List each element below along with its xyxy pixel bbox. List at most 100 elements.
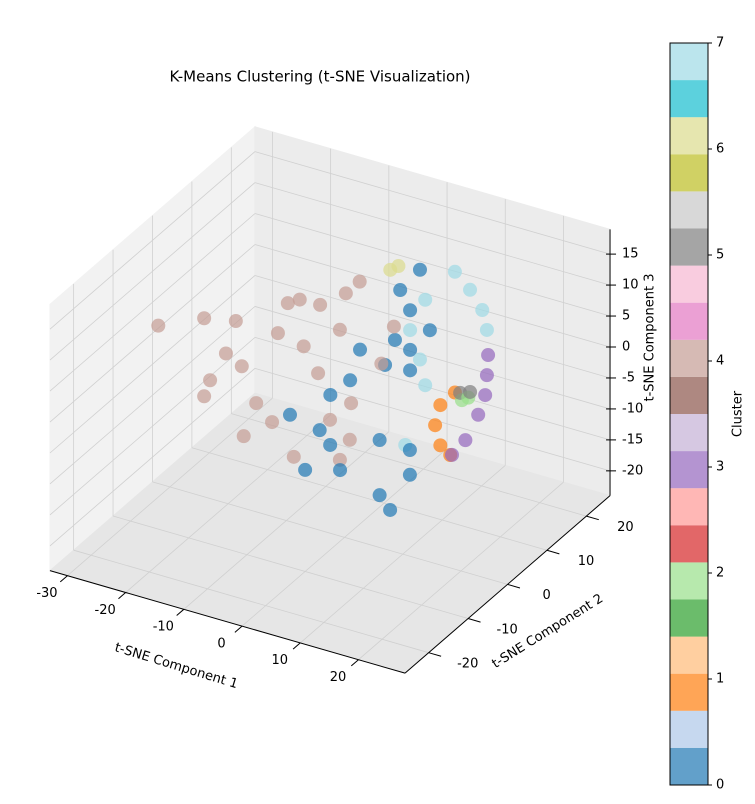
point	[403, 363, 418, 378]
colorbar-tick-label: 7	[716, 36, 724, 51]
point	[236, 429, 251, 444]
colorbar-tick-label: 4	[716, 354, 724, 369]
colorbar-label: Cluster	[731, 390, 746, 437]
point	[458, 433, 473, 448]
y-tick-label: 10	[578, 554, 595, 569]
grid-line	[49, 182, 256, 361]
grid-line	[254, 337, 611, 441]
point	[478, 388, 493, 403]
point	[374, 356, 389, 371]
point	[403, 342, 418, 357]
colorbar-band	[670, 228, 708, 266]
point	[311, 366, 326, 381]
z-tick-label: 5	[622, 309, 630, 324]
grid-line	[49, 275, 256, 454]
grid-line	[49, 306, 256, 485]
colorbar-band	[670, 599, 708, 637]
point	[338, 286, 353, 301]
tick-mark	[176, 608, 185, 616]
point	[218, 346, 233, 361]
grid-line	[231, 413, 587, 517]
point	[383, 502, 398, 517]
point	[372, 433, 387, 448]
tick-mark	[428, 652, 442, 657]
point	[403, 303, 418, 318]
point	[332, 322, 347, 337]
colorbar-band	[670, 488, 708, 526]
x-tick-label: -20	[95, 603, 116, 618]
point	[286, 449, 301, 464]
grid-line	[112, 515, 469, 619]
x-tick-label: 0	[217, 636, 225, 651]
tick-mark	[507, 583, 521, 589]
point	[203, 373, 218, 388]
point	[481, 348, 496, 363]
point	[403, 323, 418, 338]
grid-line	[49, 151, 256, 330]
point	[402, 443, 417, 458]
colorbar-band	[670, 154, 708, 192]
y-tick-label: -20	[457, 656, 478, 671]
point	[280, 296, 295, 311]
point	[344, 396, 359, 411]
point	[197, 389, 212, 404]
point	[391, 259, 406, 274]
point	[422, 323, 437, 338]
grid-line	[49, 368, 256, 547]
y-tick-label: 0	[542, 588, 550, 603]
grid-line	[49, 213, 256, 392]
point	[342, 432, 357, 447]
grid-line	[254, 306, 611, 410]
grid-line	[254, 244, 611, 348]
point	[313, 297, 328, 312]
point	[296, 339, 311, 354]
x-tick-label: 10	[271, 653, 288, 668]
z-tick-label: 10	[622, 278, 639, 293]
colorbar-tick-label: 3	[716, 460, 724, 475]
point	[412, 262, 427, 277]
grid-line	[254, 182, 611, 286]
point	[447, 264, 462, 279]
colorbar-band	[670, 414, 708, 452]
x-axis-line	[49, 570, 406, 674]
tick-mark	[118, 592, 126, 600]
tick-mark	[586, 515, 599, 521]
point	[352, 274, 367, 289]
point	[372, 488, 387, 503]
colorbar-band	[670, 265, 708, 303]
point	[343, 373, 358, 388]
grid-line	[191, 447, 548, 551]
x-tick-label: -10	[153, 620, 174, 635]
point	[353, 342, 368, 357]
z-tick-label: -10	[622, 401, 643, 416]
z-tick-label: -15	[622, 432, 643, 447]
z-tick-label: 15	[622, 247, 639, 262]
x-tick-label: -30	[36, 586, 57, 601]
point	[292, 292, 307, 307]
tick-mark	[292, 642, 301, 650]
grid-line	[254, 151, 611, 255]
point	[428, 418, 443, 433]
point	[393, 283, 408, 298]
point	[323, 387, 338, 402]
grid-line	[73, 549, 429, 654]
point	[479, 322, 494, 337]
point	[249, 396, 264, 411]
colorbar-band	[670, 43, 708, 81]
colorbar-band	[670, 339, 708, 377]
colorbar-band	[670, 636, 708, 674]
colorbar-tick-label: 2	[716, 566, 724, 581]
point	[386, 319, 401, 334]
point	[234, 359, 249, 374]
point	[418, 378, 433, 393]
point	[228, 314, 243, 329]
point	[444, 447, 459, 462]
point	[197, 311, 212, 326]
point	[298, 462, 313, 477]
tick-mark	[59, 575, 68, 583]
point	[332, 452, 347, 467]
z-tick-label: -5	[622, 370, 635, 385]
point	[333, 463, 348, 478]
chart-title: K-Means Clustering (t-SNE Visualization)	[169, 68, 470, 86]
y-axis-line	[404, 495, 611, 674]
